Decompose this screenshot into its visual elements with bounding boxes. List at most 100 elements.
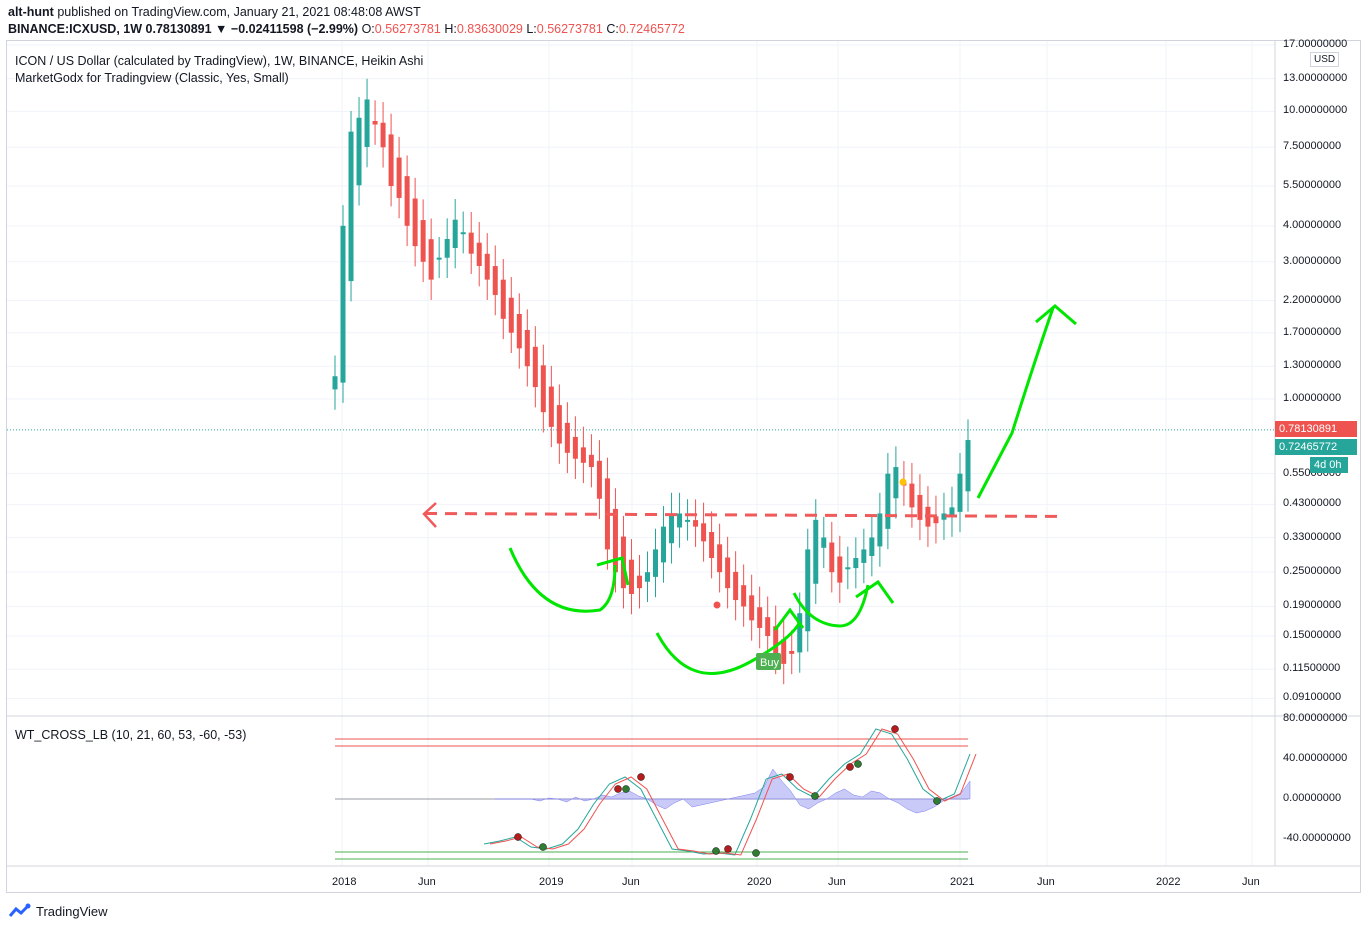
candle-body [773, 626, 779, 654]
candle-body [757, 607, 763, 628]
candle-body [628, 559, 634, 594]
osc-cross-dot [846, 763, 854, 771]
candle-body [877, 513, 883, 547]
change: 0.78130891 ▼ −0.02411598 (−2.99%) [145, 22, 359, 36]
candle-body [404, 176, 410, 226]
candle-body [612, 508, 618, 573]
candle-body [661, 526, 667, 563]
candle-body [677, 513, 683, 528]
countdown-tag: 4d 0h [1310, 457, 1348, 473]
drawn-projection [976, 307, 1055, 499]
price-tick: 7.50000000 [1283, 140, 1342, 153]
candle-body [476, 242, 482, 266]
price-tick: 2.20000000 [1283, 293, 1342, 306]
price-tick: 10.00000000 [1283, 104, 1348, 117]
currency-badge[interactable]: USD [1310, 52, 1340, 67]
candle-body [468, 232, 474, 254]
candle-body [484, 253, 490, 280]
candle-body [644, 572, 650, 582]
drawn-curve-3 [792, 584, 870, 628]
publish-info: alt-hunt published on TradingView.com, J… [8, 5, 421, 19]
price-tick: 1.00000000 [1283, 392, 1342, 404]
candle-body [813, 519, 819, 584]
candle-body [460, 232, 466, 235]
osc-cross-dot [933, 797, 941, 805]
drawn-arrow-2 [773, 607, 805, 631]
chart-frame[interactable] [6, 40, 1361, 893]
candle-body [741, 585, 747, 607]
time-tick: Jun [622, 876, 640, 888]
candle-body [941, 513, 947, 520]
time-tick: Jun [828, 876, 846, 888]
candle-body [885, 473, 891, 529]
price-tick: 1.30000000 [1283, 359, 1342, 372]
osc-fast-line [483, 728, 971, 856]
low-label: L: [526, 22, 537, 36]
candle-body [596, 460, 602, 499]
candle-body [532, 346, 538, 388]
candle-body [861, 549, 867, 563]
candle-body [340, 225, 346, 383]
indicator-legend: MarketGodx for Tradingview (Classic, Yes… [15, 71, 289, 85]
publish-date: published on TradingView.com, January 21… [57, 5, 421, 19]
price-tick: 0.11500000 [1283, 662, 1341, 675]
tradingview-logo[interactable]: TradingView [8, 903, 108, 919]
candle-body [709, 532, 715, 559]
price-tick: 0.33000000 [1283, 530, 1342, 543]
close-price-tag: 0.72465772 [1275, 439, 1357, 455]
candle-body [893, 467, 899, 499]
candle-body [428, 239, 434, 280]
candle-body [332, 376, 338, 390]
drawn-curve-1 [508, 547, 617, 613]
candle-body [837, 556, 843, 583]
brand-text: TradingView [36, 903, 108, 919]
candle-body [548, 386, 554, 427]
candle-body [564, 422, 570, 453]
candle-body [492, 266, 498, 295]
time-tick: Jun [1037, 876, 1055, 888]
last-price-tag: 0.78130891 [1275, 421, 1357, 437]
candle-body [965, 440, 971, 492]
candle-body [540, 365, 546, 413]
candle-body [380, 122, 386, 148]
price-tick: 3.00000000 [1283, 254, 1342, 267]
ohlc-line: BINANCE:ICXUSD, 1W 0.78130891 ▼ −0.02411… [8, 22, 685, 36]
candle-body [845, 567, 851, 570]
candle-body [364, 99, 370, 147]
osc-cross-dot [712, 847, 720, 855]
candle-body [685, 519, 691, 522]
price-tick: 13.00000000 [1283, 71, 1348, 84]
osc-cross-dot [514, 833, 522, 841]
candle-body [556, 405, 562, 444]
price-tick: 5.50000000 [1283, 179, 1342, 192]
candle-body [829, 542, 835, 573]
candle-body [917, 494, 923, 520]
osc-cross-dot [724, 845, 732, 853]
price-tick: 0.25000000 [1283, 565, 1342, 578]
price-tick: 1.70000000 [1283, 325, 1342, 338]
publisher-name[interactable]: alt-hunt [8, 5, 54, 19]
candle-body [733, 571, 739, 601]
candle-body [516, 313, 522, 349]
close-label: C: [606, 22, 619, 36]
candle-body [805, 549, 811, 632]
oscillator-legend: WT_CROSS_LB (10, 21, 60, 53, -60, -53) [15, 728, 247, 742]
osc-cross-dot [854, 760, 862, 768]
candle-body [749, 595, 755, 621]
open-label: O: [361, 22, 375, 36]
candle-body [869, 537, 875, 556]
candle-body [588, 454, 594, 468]
drawn-arrow-1 [596, 556, 630, 586]
drawn-arrow-3 [855, 579, 895, 604]
price-tick: 0.43000000 [1283, 497, 1342, 510]
candle-body [765, 617, 771, 636]
time-tick: 2019 [539, 876, 564, 888]
signal-dot [899, 478, 907, 486]
osc-cross-dot [614, 785, 622, 793]
sell-dot [713, 601, 721, 609]
candle-body [669, 513, 675, 544]
time-tick: 2018 [332, 876, 357, 888]
support-arrow-left [422, 502, 437, 528]
price-tick: 0.15000000 [1283, 629, 1342, 641]
